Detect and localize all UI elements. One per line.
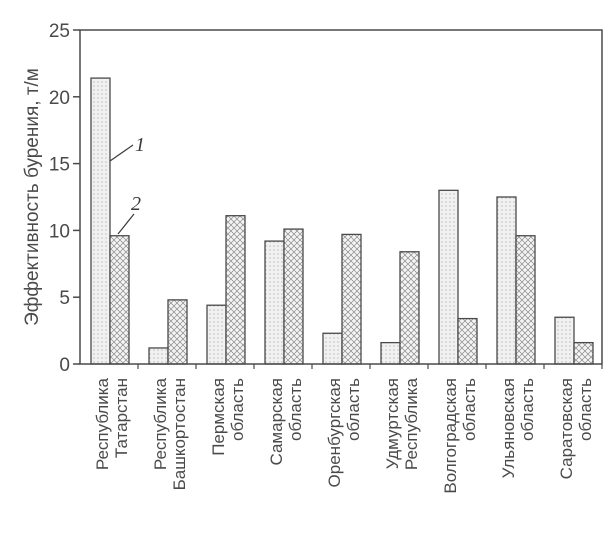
bar-series-1 bbox=[496, 196, 517, 365]
y-tick-label: 15 bbox=[49, 155, 70, 176]
bar-series-2 bbox=[573, 341, 594, 365]
bar-series-2 bbox=[399, 251, 420, 365]
category-label: Ульяновскаяобласть bbox=[499, 378, 537, 478]
y-tick-label: 20 bbox=[49, 88, 70, 109]
bar-series-1 bbox=[206, 304, 227, 365]
bar-series-2 bbox=[109, 235, 130, 365]
category-label: Саратовскаяобласть bbox=[557, 378, 595, 479]
category-label: Самарскаяобласть bbox=[267, 378, 305, 466]
bar-series-2 bbox=[515, 235, 536, 365]
category-label: Волгоградскаяобласть bbox=[441, 378, 479, 494]
category-label: РеспубликаТатарстан bbox=[93, 377, 131, 470]
category-label: УдмуртскаяРеспублика bbox=[383, 377, 421, 470]
category-label: Пермскаяобласть bbox=[209, 378, 247, 456]
series-1-leader-line bbox=[109, 144, 134, 162]
bars bbox=[90, 77, 603, 369]
bar-series-2 bbox=[341, 233, 362, 365]
series-2-marker: 2 bbox=[131, 193, 141, 215]
y-tick-label: 5 bbox=[59, 288, 70, 309]
bar-series-2 bbox=[167, 299, 188, 365]
y-tick-label: 25 bbox=[49, 21, 70, 42]
y-tick-label: 10 bbox=[49, 221, 70, 242]
bar-series-1 bbox=[148, 347, 169, 365]
series-1-marker: 1 bbox=[135, 134, 145, 156]
bar-series-1 bbox=[322, 332, 343, 365]
series-2-leader-line bbox=[117, 213, 135, 235]
bar-series-1 bbox=[264, 240, 285, 365]
y-axis-ticks: 0 5 10 15 20 25 bbox=[49, 21, 80, 376]
series-markers: 1 2 bbox=[109, 134, 145, 235]
y-axis-title: Эффективность бурения, т/м bbox=[22, 68, 43, 326]
y-tick-label: 0 bbox=[59, 355, 70, 376]
bar-series-1 bbox=[380, 341, 401, 365]
plot-frame bbox=[79, 29, 603, 365]
bar-series-1 bbox=[90, 77, 111, 365]
category-label: РеспубликаБашкортостан bbox=[151, 377, 189, 490]
bar-series-2 bbox=[457, 317, 478, 365]
bar-series-1 bbox=[438, 189, 459, 365]
bar-series-1 bbox=[554, 316, 575, 365]
category-labels: РеспубликаТатарстан РеспубликаБашкортоста… bbox=[93, 377, 595, 493]
category-label: Оренбургскаяобласть bbox=[325, 378, 363, 488]
bar-series-2 bbox=[225, 215, 246, 365]
bar-series-2 bbox=[283, 228, 304, 365]
